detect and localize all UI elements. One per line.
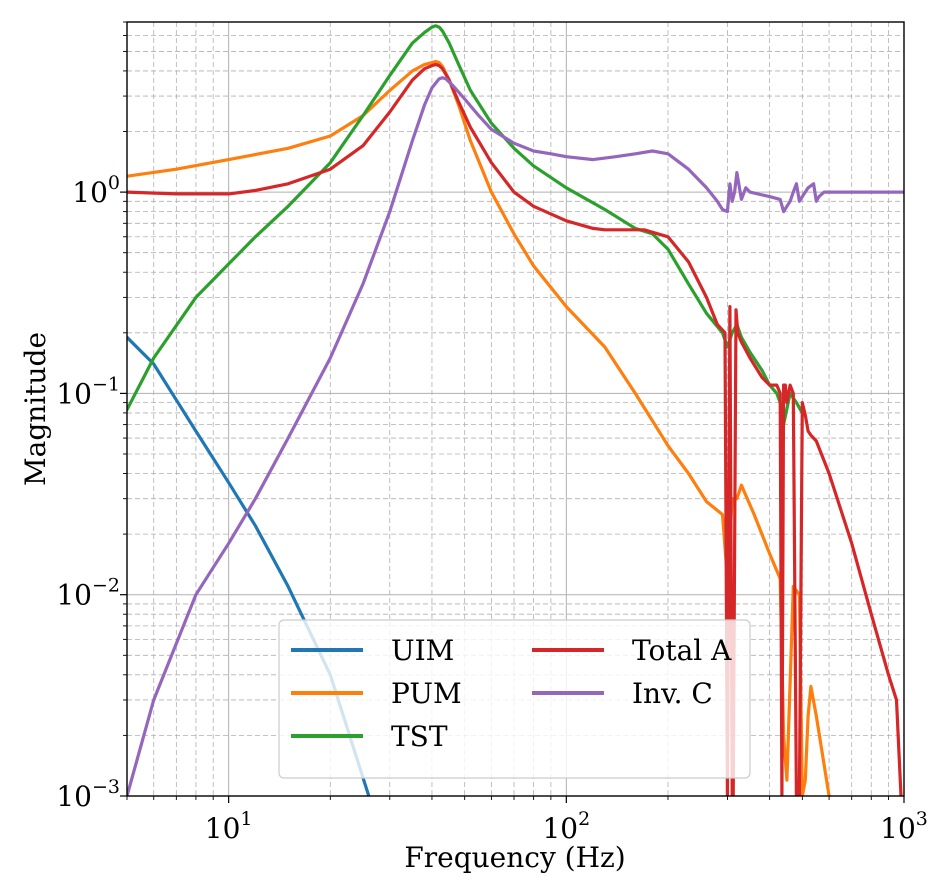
legend-label: UIM [391, 634, 454, 667]
series-line-tst [127, 24, 804, 427]
legend: UIM Total A PUM Inv. C TST [278, 619, 751, 779]
y-axis-label: Magnitude [19, 332, 52, 486]
y-tick-label: 10−2 [56, 575, 120, 612]
legend-label: PUM [391, 677, 462, 710]
series-layer [127, 24, 904, 796]
legend-box [278, 619, 751, 779]
x-tick-label: 101 [205, 808, 253, 845]
y-tick-label: 100 [72, 172, 120, 209]
y-tick-label: 10−1 [56, 373, 120, 410]
legend-label: Total A [632, 634, 732, 667]
series-line-total-a [127, 62, 903, 796]
x-tick-label: 103 [880, 808, 928, 845]
y-tick-label: 10−3 [56, 776, 120, 813]
series-line-inv-c [127, 76, 904, 796]
legend-label: TST [391, 720, 448, 753]
x-tick-label: 102 [542, 808, 590, 845]
plot-frame [126, 21, 905, 797]
x-axis-label: Frequency (Hz) [404, 841, 625, 874]
ticks: 101 102 103 10−3 10−2 10−1 100 [56, 21, 928, 845]
legend-label: Inv. C [632, 677, 713, 710]
